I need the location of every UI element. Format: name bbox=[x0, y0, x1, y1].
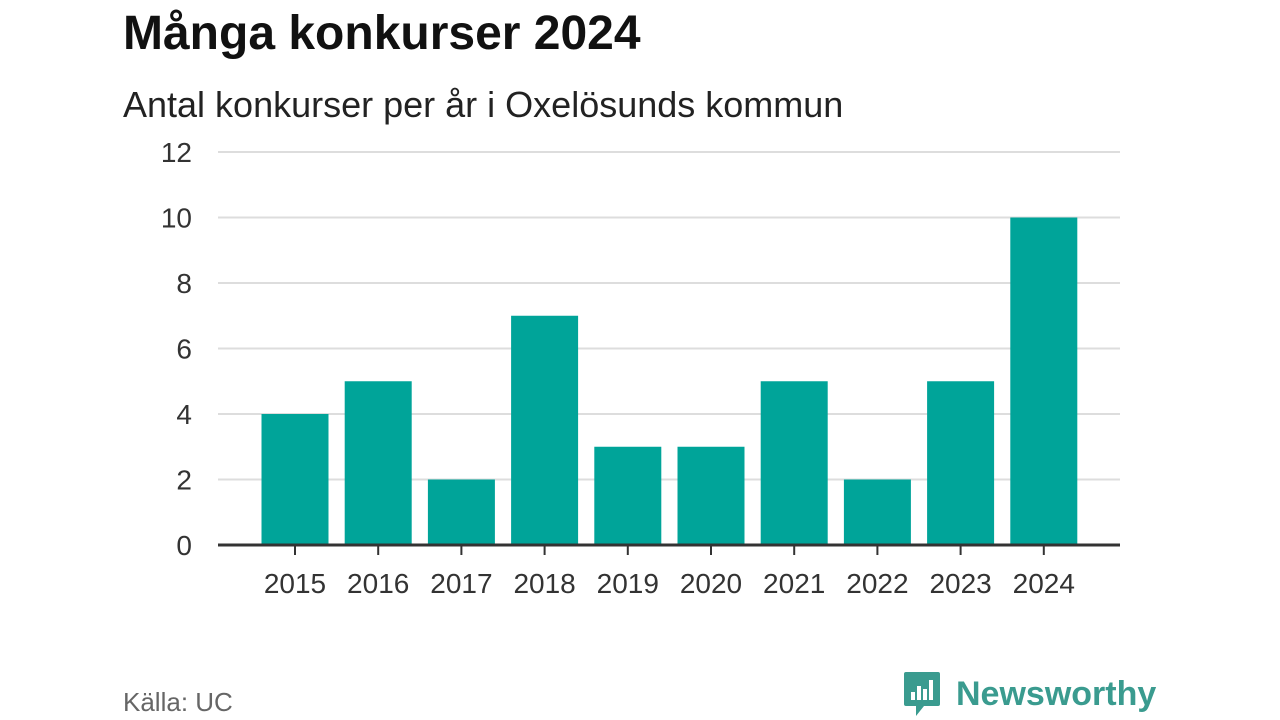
bar bbox=[677, 446, 745, 545]
x-tick-label: 2024 bbox=[1013, 568, 1075, 599]
bar bbox=[261, 414, 329, 545]
bar bbox=[1010, 217, 1078, 545]
x-tick-label: 2020 bbox=[680, 568, 742, 599]
x-tick-label: 2015 bbox=[264, 568, 326, 599]
x-tick-label: 2021 bbox=[763, 568, 825, 599]
y-tick-label: 6 bbox=[176, 334, 192, 365]
x-tick-label: 2018 bbox=[513, 568, 575, 599]
y-tick-label: 12 bbox=[161, 137, 192, 168]
y-tick-label: 0 bbox=[176, 530, 192, 561]
x-tick-label: 2016 bbox=[347, 568, 409, 599]
y-tick-label: 8 bbox=[176, 268, 192, 299]
chart-title: Många konkurser 2024 bbox=[123, 7, 641, 60]
x-tick-label: 2022 bbox=[846, 568, 908, 599]
x-tick-label: 2019 bbox=[597, 568, 659, 599]
bar bbox=[927, 381, 995, 545]
bar bbox=[594, 446, 662, 545]
y-tick-label: 10 bbox=[161, 203, 192, 234]
y-tick-label: 4 bbox=[176, 399, 192, 430]
bar bbox=[427, 479, 495, 545]
chart-subtitle: Antal konkurser per år i Oxelösunds komm… bbox=[123, 84, 844, 125]
newsworthy-logo-icon bbox=[904, 672, 940, 716]
x-tick-label: 2023 bbox=[929, 568, 991, 599]
bar bbox=[511, 315, 579, 545]
y-tick-label: 2 bbox=[176, 465, 192, 496]
x-tick-label: 2017 bbox=[430, 568, 492, 599]
brand-name: Newsworthy bbox=[956, 674, 1157, 713]
bar bbox=[760, 381, 828, 545]
bar bbox=[344, 381, 412, 545]
bar bbox=[843, 479, 911, 545]
source-note: Källa: UC bbox=[123, 687, 233, 717]
brand-logo: Newsworthy bbox=[902, 670, 1156, 718]
